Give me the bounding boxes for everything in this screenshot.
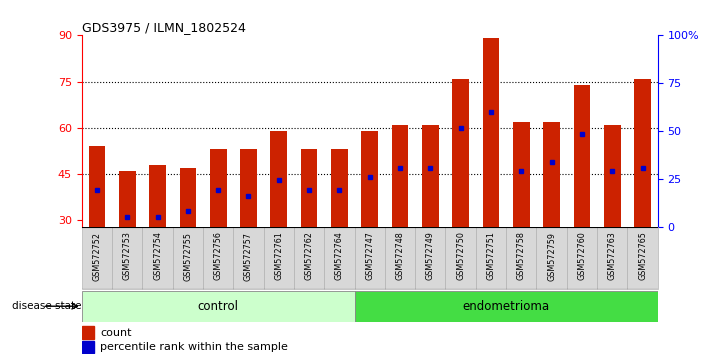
Text: GSM572749: GSM572749 bbox=[426, 232, 435, 280]
Bar bbox=[483, 39, 499, 227]
Bar bbox=[82, 341, 95, 353]
FancyBboxPatch shape bbox=[233, 227, 264, 289]
Bar bbox=[82, 326, 95, 339]
Text: GSM572751: GSM572751 bbox=[486, 232, 496, 280]
Bar bbox=[604, 125, 621, 227]
Text: GSM572748: GSM572748 bbox=[395, 232, 405, 280]
Text: percentile rank within the sample: percentile rank within the sample bbox=[100, 342, 288, 352]
Text: GSM572759: GSM572759 bbox=[547, 232, 556, 280]
Bar bbox=[331, 149, 348, 227]
FancyBboxPatch shape bbox=[446, 227, 476, 289]
Bar bbox=[422, 125, 439, 227]
Bar bbox=[361, 131, 378, 227]
Text: GSM572760: GSM572760 bbox=[577, 232, 587, 280]
FancyBboxPatch shape bbox=[264, 227, 294, 289]
Text: endometrioma: endometrioma bbox=[463, 300, 550, 313]
Bar bbox=[543, 122, 560, 227]
FancyBboxPatch shape bbox=[627, 227, 658, 289]
FancyBboxPatch shape bbox=[536, 227, 567, 289]
FancyBboxPatch shape bbox=[82, 227, 112, 289]
FancyBboxPatch shape bbox=[355, 227, 385, 289]
Text: GSM572762: GSM572762 bbox=[304, 232, 314, 280]
Text: GSM572753: GSM572753 bbox=[123, 232, 132, 280]
Text: GSM572758: GSM572758 bbox=[517, 232, 525, 280]
Bar bbox=[179, 168, 196, 227]
FancyBboxPatch shape bbox=[567, 227, 597, 289]
Bar bbox=[634, 79, 651, 227]
FancyBboxPatch shape bbox=[597, 227, 627, 289]
Text: GSM572754: GSM572754 bbox=[153, 232, 162, 280]
FancyBboxPatch shape bbox=[142, 227, 173, 289]
Bar bbox=[270, 131, 287, 227]
Bar bbox=[301, 149, 317, 227]
Text: GSM572755: GSM572755 bbox=[183, 232, 193, 280]
Text: GDS3975 / ILMN_1802524: GDS3975 / ILMN_1802524 bbox=[82, 21, 245, 34]
Text: GSM572763: GSM572763 bbox=[608, 232, 616, 280]
FancyBboxPatch shape bbox=[415, 227, 446, 289]
Text: count: count bbox=[100, 328, 132, 338]
FancyBboxPatch shape bbox=[506, 227, 536, 289]
Bar bbox=[392, 125, 408, 227]
FancyBboxPatch shape bbox=[324, 227, 355, 289]
Text: GSM572757: GSM572757 bbox=[244, 232, 253, 280]
Bar bbox=[89, 147, 105, 227]
FancyBboxPatch shape bbox=[355, 291, 658, 321]
Bar bbox=[149, 165, 166, 227]
FancyBboxPatch shape bbox=[173, 227, 203, 289]
FancyBboxPatch shape bbox=[112, 227, 142, 289]
Text: control: control bbox=[198, 300, 239, 313]
Bar bbox=[513, 122, 530, 227]
Text: GSM572756: GSM572756 bbox=[214, 232, 223, 280]
Text: GSM572750: GSM572750 bbox=[456, 232, 465, 280]
FancyBboxPatch shape bbox=[385, 227, 415, 289]
FancyBboxPatch shape bbox=[294, 227, 324, 289]
FancyBboxPatch shape bbox=[82, 291, 355, 321]
Text: GSM572761: GSM572761 bbox=[274, 232, 283, 280]
Bar bbox=[119, 171, 136, 227]
Bar bbox=[240, 149, 257, 227]
Text: GSM572747: GSM572747 bbox=[365, 232, 374, 280]
Text: GSM572752: GSM572752 bbox=[92, 232, 102, 280]
FancyBboxPatch shape bbox=[476, 227, 506, 289]
Bar bbox=[210, 149, 227, 227]
Bar bbox=[574, 85, 590, 227]
Text: disease state: disease state bbox=[11, 301, 81, 311]
Text: GSM572764: GSM572764 bbox=[335, 232, 344, 280]
FancyBboxPatch shape bbox=[203, 227, 233, 289]
Bar bbox=[452, 79, 469, 227]
Text: GSM572765: GSM572765 bbox=[638, 232, 647, 280]
